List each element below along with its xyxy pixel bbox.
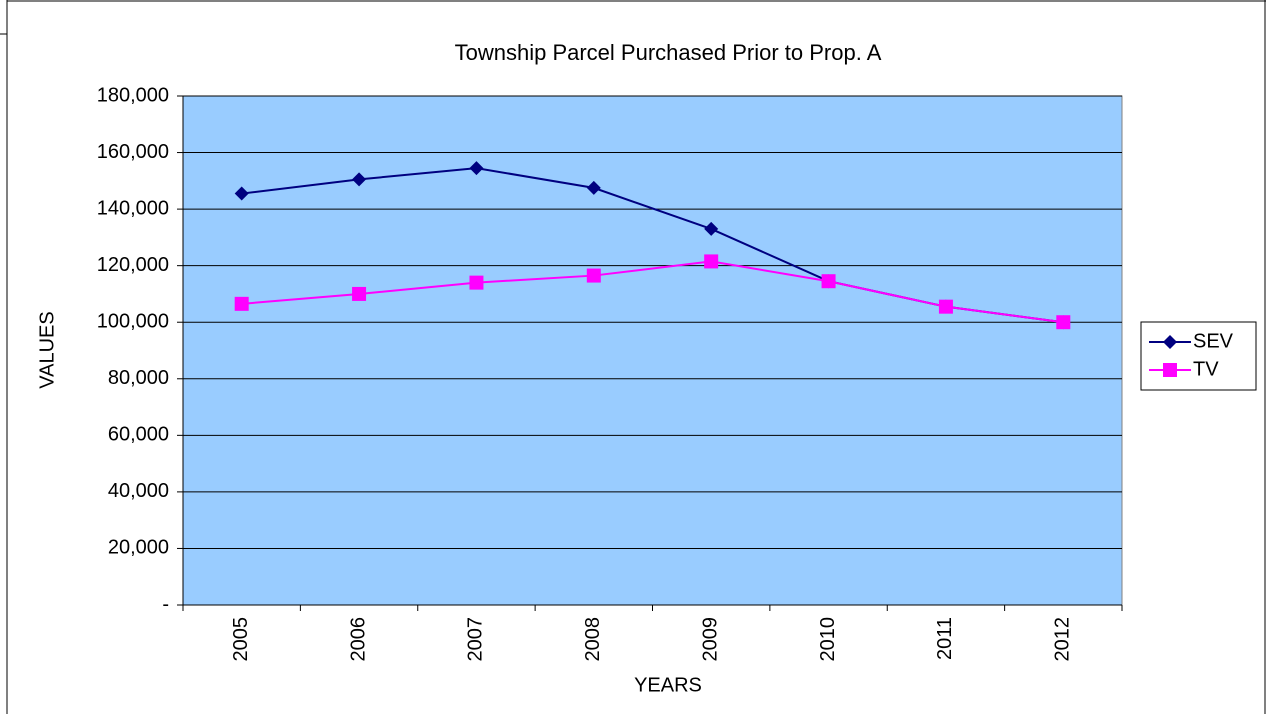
x-tick-label: 2012: [1052, 617, 1074, 662]
data-point: [586, 268, 601, 283]
x-tick-label: 2007: [465, 617, 487, 662]
x-axis-title: YEARS: [634, 674, 702, 696]
y-tick-label: 80,000: [108, 367, 169, 389]
x-tick-label: 2009: [699, 617, 721, 662]
y-tick-label: 60,000: [108, 424, 169, 446]
data-point: [704, 254, 719, 269]
data-point: [586, 180, 601, 195]
y-axis-title: VALUES: [36, 311, 58, 388]
legend-box: [1140, 321, 1257, 391]
x-tick-label: 2006: [347, 617, 369, 662]
y-tick-label: 20,000: [108, 537, 169, 559]
y-tick-label: 140,000: [97, 197, 169, 219]
x-tick-label: 2008: [582, 617, 604, 662]
legend-marker: [1163, 335, 1177, 349]
data-point: [938, 299, 953, 314]
data-point: [234, 186, 249, 201]
data-point: [352, 172, 367, 187]
x-tick-label: 2010: [817, 617, 839, 662]
data-point: [704, 221, 719, 236]
legend-label: SEV: [1193, 330, 1234, 352]
y-tick-label: 180,000: [97, 84, 169, 106]
legend-label: TV: [1193, 358, 1219, 380]
data-point: [352, 286, 367, 301]
legend-marker: [1163, 363, 1177, 377]
y-tick-label: -: [162, 593, 169, 615]
plot-area: [182, 95, 1123, 606]
x-tick-label: 2011: [934, 617, 956, 660]
data-point: [469, 161, 484, 176]
data-point: [234, 296, 249, 311]
y-tick-label: 120,000: [97, 254, 169, 276]
data-point: [1056, 315, 1071, 330]
x-tick-label: 2005: [230, 617, 252, 662]
y-tick-label: 160,000: [97, 141, 169, 163]
data-point: [469, 275, 484, 290]
y-tick-label: 100,000: [97, 311, 169, 333]
y-tick-label: 40,000: [108, 480, 169, 502]
data-point: [821, 274, 836, 289]
chart-title: Township Parcel Purchased Prior to Prop.…: [455, 40, 882, 65]
series-line: [241, 260, 1064, 324]
